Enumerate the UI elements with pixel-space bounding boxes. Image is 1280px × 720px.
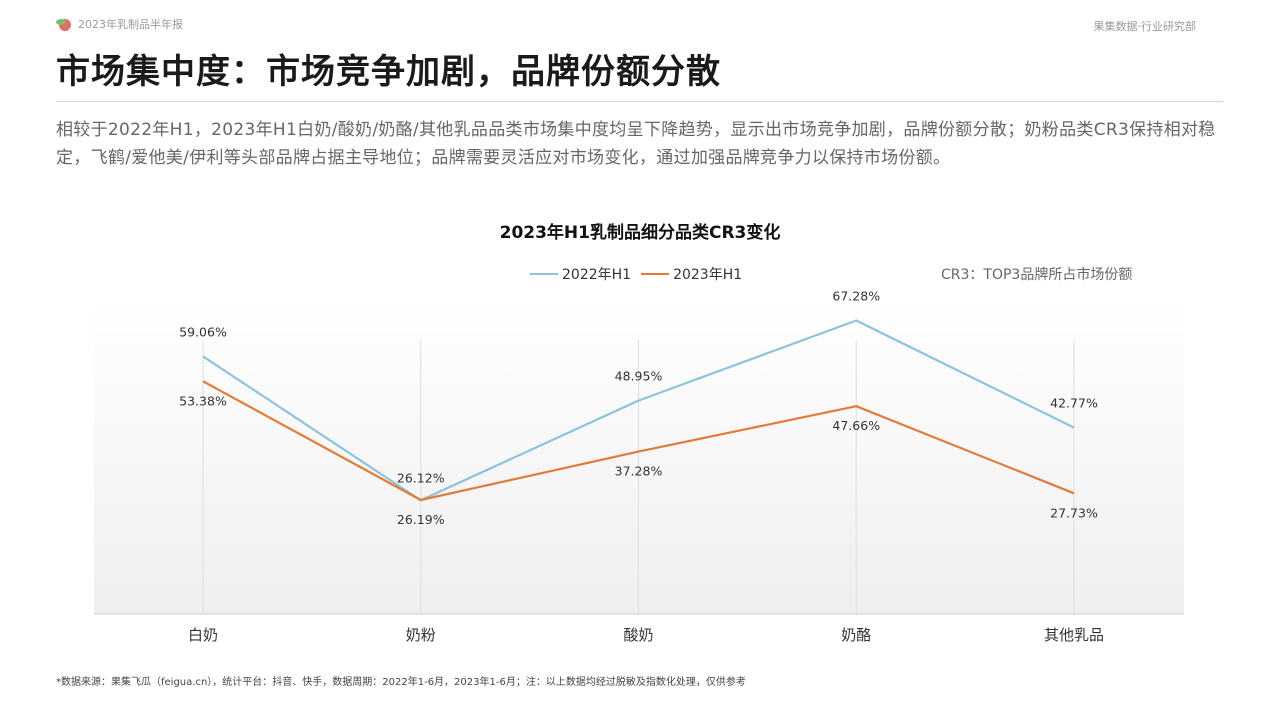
x-tick-label: 其他乳品	[1044, 626, 1104, 644]
summary-text: 相较于2022年H1，2023年H1白奶/酸奶/奶酪/其他乳品品类市场集中度均呈…	[56, 120, 1216, 168]
legend-item-2023: 2023年H1	[641, 264, 742, 284]
legend-swatch-2022	[530, 273, 558, 275]
data-label: 26.12%	[397, 470, 445, 485]
x-tick-label: 酸奶	[623, 626, 653, 644]
legend-swatch-2023	[641, 273, 670, 275]
data-label: 59.06%	[179, 324, 227, 339]
legend-label-2022: 2022年H1	[562, 267, 632, 283]
data-label: 42.77%	[1050, 396, 1098, 411]
legend-label-2023: 2023年H1	[673, 267, 743, 283]
cr3-definition-note: CR3：TOP3品牌所占市场份额	[941, 267, 1133, 283]
series-line-1	[202, 380, 1075, 502]
logo-icon	[56, 19, 71, 31]
data-label: 27.73%	[1050, 505, 1098, 520]
data-label: 47.66%	[832, 418, 880, 433]
series-line-0	[202, 319, 1075, 502]
data-label: 48.95%	[615, 369, 663, 384]
data-label: 26.19%	[397, 512, 445, 527]
x-tick-label: 白奶	[188, 626, 218, 644]
report-header: 2023年乳制品半年报	[56, 16, 183, 32]
series-lines	[202, 319, 1075, 502]
x-tick-label: 奶酪	[841, 626, 871, 644]
chart-title: 2023年H1乳制品细分品类CR3变化	[499, 223, 781, 243]
chart-legend: 2022年H1 2023年H1	[530, 264, 742, 284]
title-divider	[56, 101, 1223, 102]
x-tick-label: 奶粉	[406, 626, 436, 644]
legend-item-2022: 2022年H1	[530, 264, 631, 284]
data-labels: 59.06% 26.12% 48.95% 67.28% 42.77% 53.38% 26.1…	[179, 289, 1098, 527]
x-tick-labels: 白奶 奶粉 酸奶 奶酪 其他乳品	[188, 626, 1104, 644]
category-gridlines	[202, 340, 1075, 614]
data-label: 67.28%	[832, 289, 880, 304]
report-name: 2023年乳制品半年报	[78, 18, 183, 31]
page-title: 市场集中度：市场竞争加剧，品牌份额分散	[56, 52, 721, 92]
org-name: 果集数据·行业研究部	[1093, 20, 1197, 33]
data-label: 53.38%	[179, 393, 227, 408]
data-label: 37.28%	[615, 464, 663, 479]
data-source-footnote: *数据来源：果集飞瓜（feigua.cn），统计平台：抖音、快手，数据周期：20…	[56, 677, 746, 688]
